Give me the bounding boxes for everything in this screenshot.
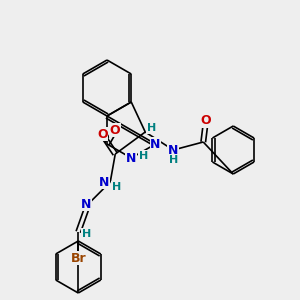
Text: O: O bbox=[110, 124, 120, 136]
Text: H: H bbox=[169, 155, 178, 165]
Text: H: H bbox=[112, 182, 121, 192]
Text: N: N bbox=[126, 152, 136, 164]
Text: N: N bbox=[81, 197, 92, 211]
Text: O: O bbox=[97, 128, 108, 140]
Text: H: H bbox=[82, 229, 91, 239]
Text: H: H bbox=[147, 123, 156, 133]
Text: N: N bbox=[150, 137, 161, 151]
Text: O: O bbox=[200, 115, 211, 128]
Text: N: N bbox=[168, 143, 178, 157]
Text: H: H bbox=[139, 151, 148, 161]
Text: N: N bbox=[99, 176, 110, 188]
Text: Br: Br bbox=[70, 251, 86, 265]
